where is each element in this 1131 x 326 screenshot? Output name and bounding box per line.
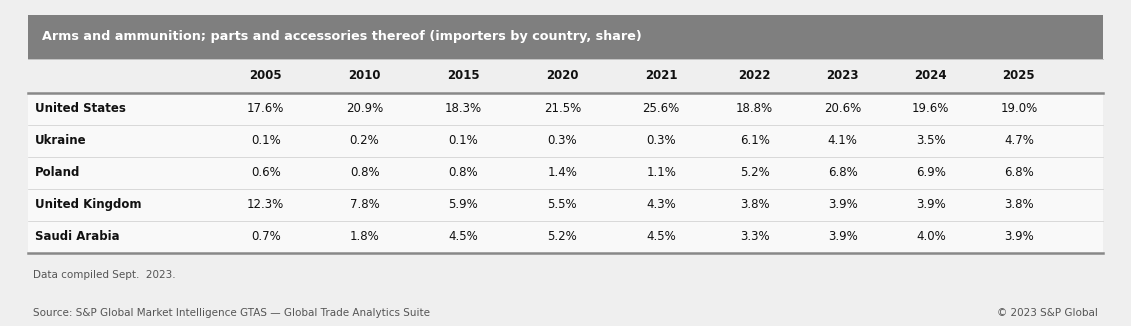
Text: 6.1%: 6.1% [740, 134, 769, 147]
Text: 20.6%: 20.6% [824, 102, 862, 115]
Text: 3.8%: 3.8% [740, 198, 769, 211]
Text: 5.9%: 5.9% [449, 198, 478, 211]
Text: 0.3%: 0.3% [547, 134, 577, 147]
Text: 4.5%: 4.5% [449, 230, 478, 243]
Text: Data compiled Sept.  2023.: Data compiled Sept. 2023. [33, 271, 175, 280]
Text: 2005: 2005 [250, 69, 282, 82]
Text: 5.2%: 5.2% [740, 166, 769, 179]
Text: 20.9%: 20.9% [346, 102, 383, 115]
Text: 2022: 2022 [739, 69, 771, 82]
Text: 6.8%: 6.8% [1004, 166, 1034, 179]
Text: 19.0%: 19.0% [1000, 102, 1037, 115]
Text: 25.6%: 25.6% [642, 102, 680, 115]
Text: © 2023 S&P Global: © 2023 S&P Global [998, 308, 1098, 318]
Bar [28, 157, 1103, 189]
Text: 3.3%: 3.3% [740, 230, 769, 243]
Text: 5.2%: 5.2% [547, 230, 577, 243]
Text: 3.9%: 3.9% [916, 198, 946, 211]
Bar [28, 59, 1103, 93]
Text: 0.2%: 0.2% [349, 134, 380, 147]
Text: 3.8%: 3.8% [1004, 198, 1034, 211]
Text: United Kingdom: United Kingdom [35, 198, 141, 211]
Text: 12.3%: 12.3% [247, 198, 284, 211]
Text: Saudi Arabia: Saudi Arabia [35, 230, 120, 243]
Text: 2025: 2025 [1002, 69, 1035, 82]
Text: 4.7%: 4.7% [1004, 134, 1034, 147]
Bar [28, 93, 1103, 125]
Text: 6.8%: 6.8% [828, 166, 857, 179]
Text: 0.7%: 0.7% [251, 230, 280, 243]
Text: 2021: 2021 [645, 69, 677, 82]
Text: 1.8%: 1.8% [349, 230, 380, 243]
Bar [28, 221, 1103, 253]
Bar [28, 125, 1103, 157]
Text: 0.8%: 0.8% [449, 166, 478, 179]
Text: 2024: 2024 [915, 69, 947, 82]
Text: 4.0%: 4.0% [916, 230, 946, 243]
Text: 17.6%: 17.6% [247, 102, 284, 115]
Text: 18.3%: 18.3% [444, 102, 482, 115]
Text: 5.5%: 5.5% [547, 198, 577, 211]
Text: 3.9%: 3.9% [828, 230, 857, 243]
Text: 3.9%: 3.9% [1004, 230, 1034, 243]
Text: Arms and ammunition; parts and accessories thereof (importers by country, share): Arms and ammunition; parts and accessori… [42, 30, 641, 43]
Text: 1.4%: 1.4% [547, 166, 577, 179]
Text: 0.6%: 0.6% [251, 166, 280, 179]
Text: Source: S&P Global Market Intelligence GTAS — Global Trade Analytics Suite: Source: S&P Global Market Intelligence G… [33, 308, 430, 318]
Text: 3.5%: 3.5% [916, 134, 946, 147]
Text: 1.1%: 1.1% [646, 166, 676, 179]
Text: 2010: 2010 [348, 69, 381, 82]
Text: 0.1%: 0.1% [449, 134, 478, 147]
Text: 0.3%: 0.3% [646, 134, 676, 147]
Text: United States: United States [35, 102, 126, 115]
Text: 4.3%: 4.3% [646, 198, 676, 211]
Text: 2020: 2020 [546, 69, 579, 82]
Text: 3.9%: 3.9% [828, 198, 857, 211]
Bar [28, 15, 1103, 59]
Text: 6.9%: 6.9% [916, 166, 946, 179]
Bar [28, 189, 1103, 221]
Text: Ukraine: Ukraine [35, 134, 87, 147]
Text: 19.6%: 19.6% [912, 102, 950, 115]
Text: 7.8%: 7.8% [349, 198, 380, 211]
Text: 21.5%: 21.5% [544, 102, 581, 115]
Text: 4.5%: 4.5% [646, 230, 676, 243]
Text: Poland: Poland [35, 166, 80, 179]
Text: 2015: 2015 [447, 69, 480, 82]
Text: 0.1%: 0.1% [251, 134, 280, 147]
Text: 2023: 2023 [827, 69, 858, 82]
Text: 0.8%: 0.8% [349, 166, 379, 179]
Text: 18.8%: 18.8% [736, 102, 774, 115]
Text: 4.1%: 4.1% [828, 134, 857, 147]
